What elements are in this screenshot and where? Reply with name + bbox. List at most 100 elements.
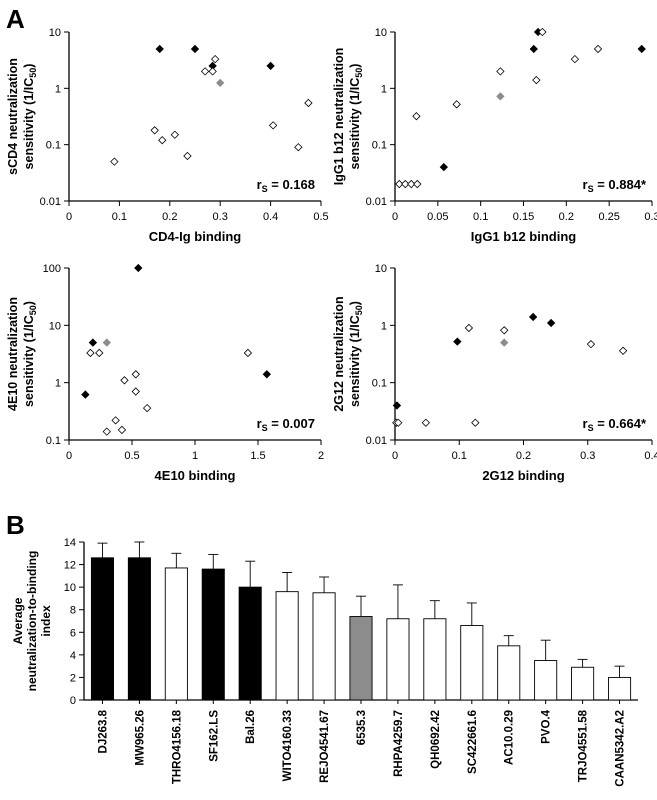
bar-THRO4156.18 [164,567,188,701]
y-tick-label: 4 [70,650,76,662]
x-tick-label: 6535.3 [356,710,368,745]
x-axis-label: CD4-Ig binding [149,229,241,244]
data-point-black [266,61,275,71]
x-tick-label: 1 [192,450,198,462]
data-point-open [421,418,431,427]
y-label-part: sensitivity (1/IC [22,315,36,407]
x-tick-label: 0.15 [513,211,534,223]
y-tick-label: 0.1 [46,435,61,447]
data-point-open [120,376,129,385]
y-tick-label: 1 [381,83,387,95]
panel-label-a: A [6,4,25,34]
scatter-plot-2g12: 0.01 0.1 1 10 0 0.1 0.2 0.3 0.4 2G12 binding 2G12 … [332,263,657,483]
data-point-open [110,157,119,166]
y-axis-label-line-2: sensitivity (1/IC50) [22,64,38,170]
data-point-black [439,162,448,172]
x-tick-label: 0 [392,450,398,462]
data-point-open [117,425,127,435]
data-point-black [262,370,271,379]
x-tick-label: RHPA4259.7 [393,710,405,777]
y-axis-label-line-2: sensitivity (1/IC50) [348,301,364,407]
bar-QH0692.42 [423,618,447,701]
data-point-open [208,67,217,76]
x-tick-label: 0.4 [644,450,657,462]
bar-CAAN5342.A2 [608,676,632,701]
x-tick-label: MW965.26 [134,710,146,766]
y-tick-label: 0.1 [372,378,387,390]
x-tick-label: THRO4156.18 [171,709,183,784]
data-point-open [158,136,167,145]
y-tick-label: 1 [55,83,61,95]
y-tick-label: 0.01 [366,435,387,447]
bar-6535.3 [349,616,373,701]
data-point-open [394,418,403,427]
x-tick-label: SF162.LS [208,710,220,762]
data-point-open [412,112,421,121]
x-tick-label: 0.2 [559,211,574,223]
y-label-subscript: 50 [354,305,364,315]
data-point-open [243,348,253,358]
y-label-subscript: 50 [28,305,38,315]
data-point-open [111,416,120,425]
spearman-correlation-label: rS = 0.168 [257,177,315,194]
y-label-part: sensitivity (1/IC [348,78,362,170]
y-label-part: sensitivity (1/IC [348,315,362,407]
data-point-open [538,27,547,37]
y-tick-label: 0.01 [366,196,387,208]
data-point-open [95,348,104,358]
bar-DJ263.8 [90,557,114,701]
data-point-open [570,54,580,64]
x-tick-label: QH0692.42 [430,710,442,769]
data-point-black [134,263,143,273]
data-point-open [413,179,422,189]
x-tick-label: DJ263.8 [97,709,109,753]
data-point-black [190,44,200,54]
y-label-part: ) [22,301,36,305]
data-point-open [150,126,159,135]
data-point-open [86,348,95,358]
x-tick-label: 0.1 [452,450,467,462]
stat-symbol: r [583,416,588,431]
data-point-black [81,390,90,399]
data-point-grey [102,338,111,347]
data-point-open [183,151,192,161]
stat-value: = 0.664* [594,416,647,431]
data-point-black [528,312,538,322]
y-tick-label: 10 [375,263,387,275]
x-axis-label: IgG1 b12 binding [471,229,577,244]
bar-Bal.26 [238,586,262,701]
x-tick-label: 0.25 [598,211,619,223]
x-tick-label: 0.3 [580,450,595,462]
data-point-open [618,346,628,355]
data-point-open [210,54,220,64]
bar-SF162.LS [201,568,225,701]
data-point-open [532,75,541,85]
stat-subscript: S [262,423,268,433]
x-tick-label: 0.4 [263,211,278,223]
data-point-open [142,403,152,413]
scatter-plot-igg1-b12: 0.01 0.1 1 10 0 0.05 0.1 0.15 0.2 0.25 0.3 IgG1 b12… [332,27,657,244]
y-tick-label: 0 [70,695,76,707]
bar-RHPA4259.7 [386,618,410,701]
x-tick-label: TRJO4551.58 [578,709,590,782]
y-tick-label: 10 [49,27,61,39]
scatter-plot-4e10: 0.1 1 10 100 0 0.5 1 1.5 2 4E10 binding 4E10 neutr… [6,263,324,483]
x-tick-label: CAAN5342.A2 [615,710,627,787]
stat-value: = 0.007 [268,416,315,431]
y-axis-label-line-1: Average [11,597,25,644]
bar-REJO4541.67 [312,592,336,701]
stat-symbol: r [583,177,588,192]
x-tick-label: 0.3 [644,211,657,223]
y-tick-label: 1 [55,378,61,390]
x-tick-label: 0.1 [112,211,127,223]
x-axis-label: 2G12 binding [482,468,564,483]
y-tick-label: 6 [70,627,76,639]
y-tick-label: 10 [375,27,387,39]
y-label-part: sensitivity (1/IC [22,78,36,170]
data-point-open [586,339,596,349]
x-tick-label: 2 [318,450,324,462]
data-point-black [88,338,98,347]
x-axis-label: 4E10 binding [155,468,236,483]
data-point-black [546,318,556,328]
